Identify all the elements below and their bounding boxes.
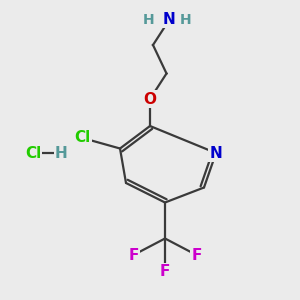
Text: Cl: Cl: [25, 146, 41, 160]
Text: N: N: [210, 146, 222, 160]
Text: Cl: Cl: [74, 130, 91, 146]
Text: H: H: [143, 13, 154, 26]
Text: N: N: [163, 12, 176, 27]
Text: F: F: [160, 264, 170, 279]
Text: F: F: [128, 248, 139, 262]
Text: H: H: [55, 146, 68, 160]
Text: H: H: [180, 13, 192, 26]
Text: O: O: [143, 92, 157, 106]
Text: F: F: [191, 248, 202, 262]
